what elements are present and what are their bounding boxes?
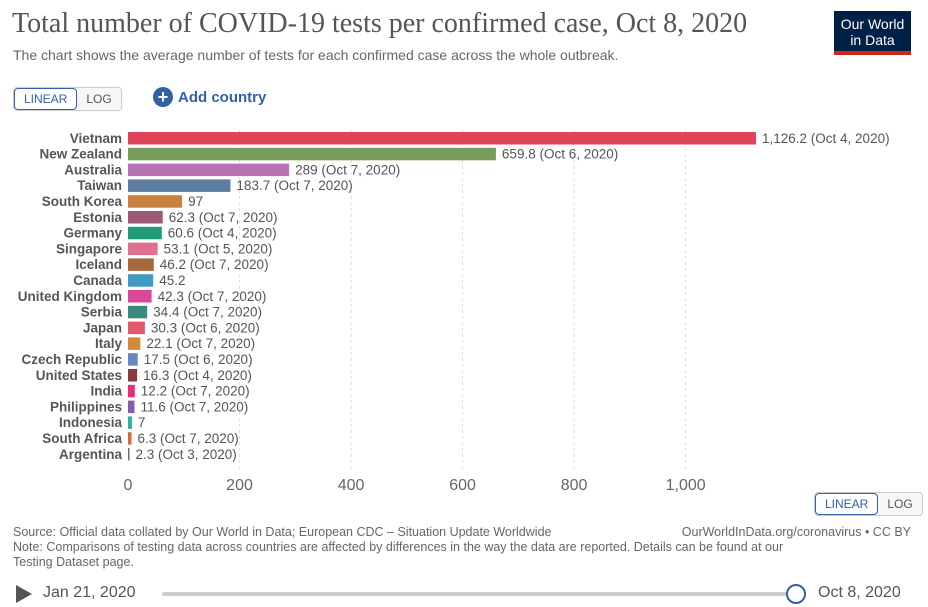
add-country-button[interactable]: + Add country xyxy=(153,87,266,107)
bar-indonesia xyxy=(128,416,132,429)
country-label: United States xyxy=(36,368,122,383)
log-button-top[interactable]: LOG xyxy=(77,88,121,110)
bar-japan xyxy=(128,321,145,335)
logo-line-2: in Data xyxy=(850,32,895,48)
x-tick-label: 400 xyxy=(338,477,365,494)
bar-germany xyxy=(128,226,162,240)
value-label: 42.3 (Oct 7, 2020) xyxy=(158,289,267,304)
timeline-start-date: Jan 21, 2020 xyxy=(43,584,136,601)
bar-singapore xyxy=(128,242,158,256)
value-label: 22.1 (Oct 7, 2020) xyxy=(146,336,255,351)
country-label: Serbia xyxy=(81,305,123,320)
value-label: 183.7 (Oct 7, 2020) xyxy=(236,178,352,193)
logo-line-1: Our World xyxy=(840,16,905,32)
note-text-line-1: Note: Comparisons of testing data across… xyxy=(13,540,784,554)
country-label: India xyxy=(90,384,122,399)
source-text: Source: Official data collated by Our Wo… xyxy=(13,525,552,539)
country-label: Singapore xyxy=(56,241,123,256)
value-label: 289 (Oct 7, 2020) xyxy=(295,162,400,177)
value-label: 11.6 (Oct 7, 2020) xyxy=(140,399,248,414)
country-label: Vietnam xyxy=(70,131,122,146)
value-label: 1,126.2 (Oct 4, 2020) xyxy=(762,131,890,146)
bar-united-kingdom xyxy=(128,290,152,303)
x-tick-label: 200 xyxy=(226,477,253,494)
bar-chart: 0 200 400 600 800 1,000 Vietnam 1,126.2 (Oct 4,… xyxy=(18,130,890,494)
play-icon[interactable] xyxy=(16,585,32,603)
value-label: 2.3 (Oct 3, 2020) xyxy=(136,447,237,462)
value-label: 17.5 (Oct 6, 2020) xyxy=(144,352,253,367)
value-label: 6.3 (Oct 7, 2020) xyxy=(138,431,239,446)
country-label: Czech Republic xyxy=(21,352,122,367)
x-tick-label: 1,000 xyxy=(666,477,706,494)
value-label: 30.3 (Oct 6, 2020) xyxy=(151,320,260,335)
linear-button-bottom[interactable]: LINEAR xyxy=(815,493,879,515)
value-label: 60.6 (Oct 4, 2020) xyxy=(168,226,277,241)
country-label: South Africa xyxy=(42,431,122,446)
bar-iceland xyxy=(128,258,154,271)
value-label: 12.2 (Oct 7, 2020) xyxy=(141,384,250,399)
scale-toggle-bottom: LINEAR LOG xyxy=(814,492,923,516)
x-tick-label: 800 xyxy=(561,477,588,494)
bar-serbia xyxy=(128,305,148,319)
bar-italy xyxy=(128,337,141,350)
value-label: 7 xyxy=(138,415,146,430)
bar-czech-republic xyxy=(128,353,138,366)
value-label: 97 xyxy=(188,194,203,209)
value-label: 16.3 (Oct 4, 2020) xyxy=(143,368,252,383)
bar-australia xyxy=(128,163,290,177)
country-label: Indonesia xyxy=(59,415,123,430)
bar-estonia xyxy=(128,211,163,224)
bar-canada xyxy=(128,274,154,287)
logo-underline xyxy=(834,51,911,55)
value-label: 62.3 (Oct 7, 2020) xyxy=(169,210,278,225)
timeline-track[interactable] xyxy=(162,592,795,596)
value-label: 659.8 (Oct 6, 2020) xyxy=(502,147,618,162)
x-tick-label: 0 xyxy=(124,477,133,494)
timeline-handle[interactable] xyxy=(786,584,806,604)
timeline: Jan 21, 2020 Oct 8, 2020 xyxy=(0,580,928,607)
owid-logo[interactable]: Our World in Data xyxy=(834,11,911,55)
bar-south-africa xyxy=(128,432,132,445)
country-label: Italy xyxy=(95,336,123,351)
bar-argentina xyxy=(128,448,130,461)
bar-taiwan xyxy=(128,179,231,192)
attribution-link[interactable]: OurWorldInData.org/coronavirus • CC BY xyxy=(681,525,911,539)
country-label: Philippines xyxy=(50,399,122,414)
country-label: Canada xyxy=(73,273,122,288)
country-label: Argentina xyxy=(59,447,122,462)
country-label: United Kingdom xyxy=(18,289,122,304)
country-label: Taiwan xyxy=(77,178,122,193)
bar-india xyxy=(128,384,135,398)
scale-toggle-top: LINEAR LOG xyxy=(13,87,122,111)
linear-button-top[interactable]: LINEAR xyxy=(14,88,78,110)
chart-subtitle: The chart shows the average number of te… xyxy=(13,47,619,63)
country-label: Germany xyxy=(63,226,122,241)
plus-circle-icon: + xyxy=(153,87,173,107)
bar-new-zealand xyxy=(128,147,496,161)
country-label: Iceland xyxy=(75,257,122,272)
note-text-line-2: Testing Dataset page. xyxy=(13,555,134,569)
bar-philippines xyxy=(128,400,135,414)
country-label: Japan xyxy=(83,320,122,335)
value-label: 34.4 (Oct 7, 2020) xyxy=(153,305,262,320)
country-label: New Zealand xyxy=(39,147,122,162)
bar-south-korea xyxy=(128,195,183,208)
bar-vietnam xyxy=(128,132,756,145)
country-label: Estonia xyxy=(73,210,122,225)
log-button-bottom[interactable]: LOG xyxy=(878,493,922,515)
x-tick-label: 600 xyxy=(449,477,476,494)
chart-title: Total number of COVID-19 tests per confi… xyxy=(12,8,748,39)
country-label: South Korea xyxy=(42,194,123,209)
timeline-end-date: Oct 8, 2020 xyxy=(818,584,901,601)
add-country-label: Add country xyxy=(178,88,267,106)
value-label: 46.2 (Oct 7, 2020) xyxy=(160,257,269,272)
country-label: Australia xyxy=(64,162,122,177)
value-label: 45.2 xyxy=(159,273,185,288)
bar-united-states xyxy=(128,369,138,382)
value-label: 53.1 (Oct 5, 2020) xyxy=(164,241,273,256)
